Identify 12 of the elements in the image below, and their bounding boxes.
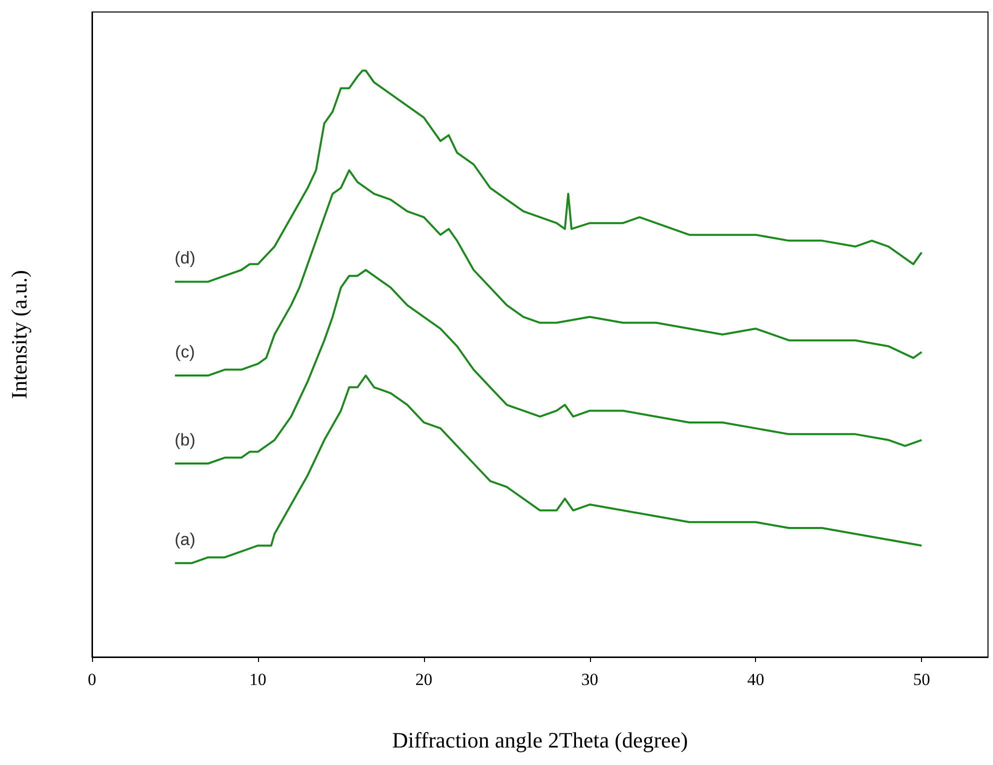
series-label: (b) bbox=[174, 430, 196, 450]
x-tick-label: 40 bbox=[747, 670, 764, 689]
series-label: (c) bbox=[175, 342, 195, 362]
x-tick-label: 10 bbox=[249, 670, 266, 689]
series-label: (d) bbox=[174, 248, 196, 268]
x-tick-label: 20 bbox=[415, 670, 432, 689]
x-tick-label: 0 bbox=[88, 670, 96, 689]
y-axis-title: Intensity (a.u.) bbox=[6, 270, 32, 399]
x-axis-title: Diffraction angle 2Theta (degree) bbox=[392, 728, 688, 752]
x-tick-label: 30 bbox=[581, 670, 598, 689]
series-label: (a) bbox=[174, 530, 196, 550]
x-tick-label: 50 bbox=[913, 670, 930, 689]
